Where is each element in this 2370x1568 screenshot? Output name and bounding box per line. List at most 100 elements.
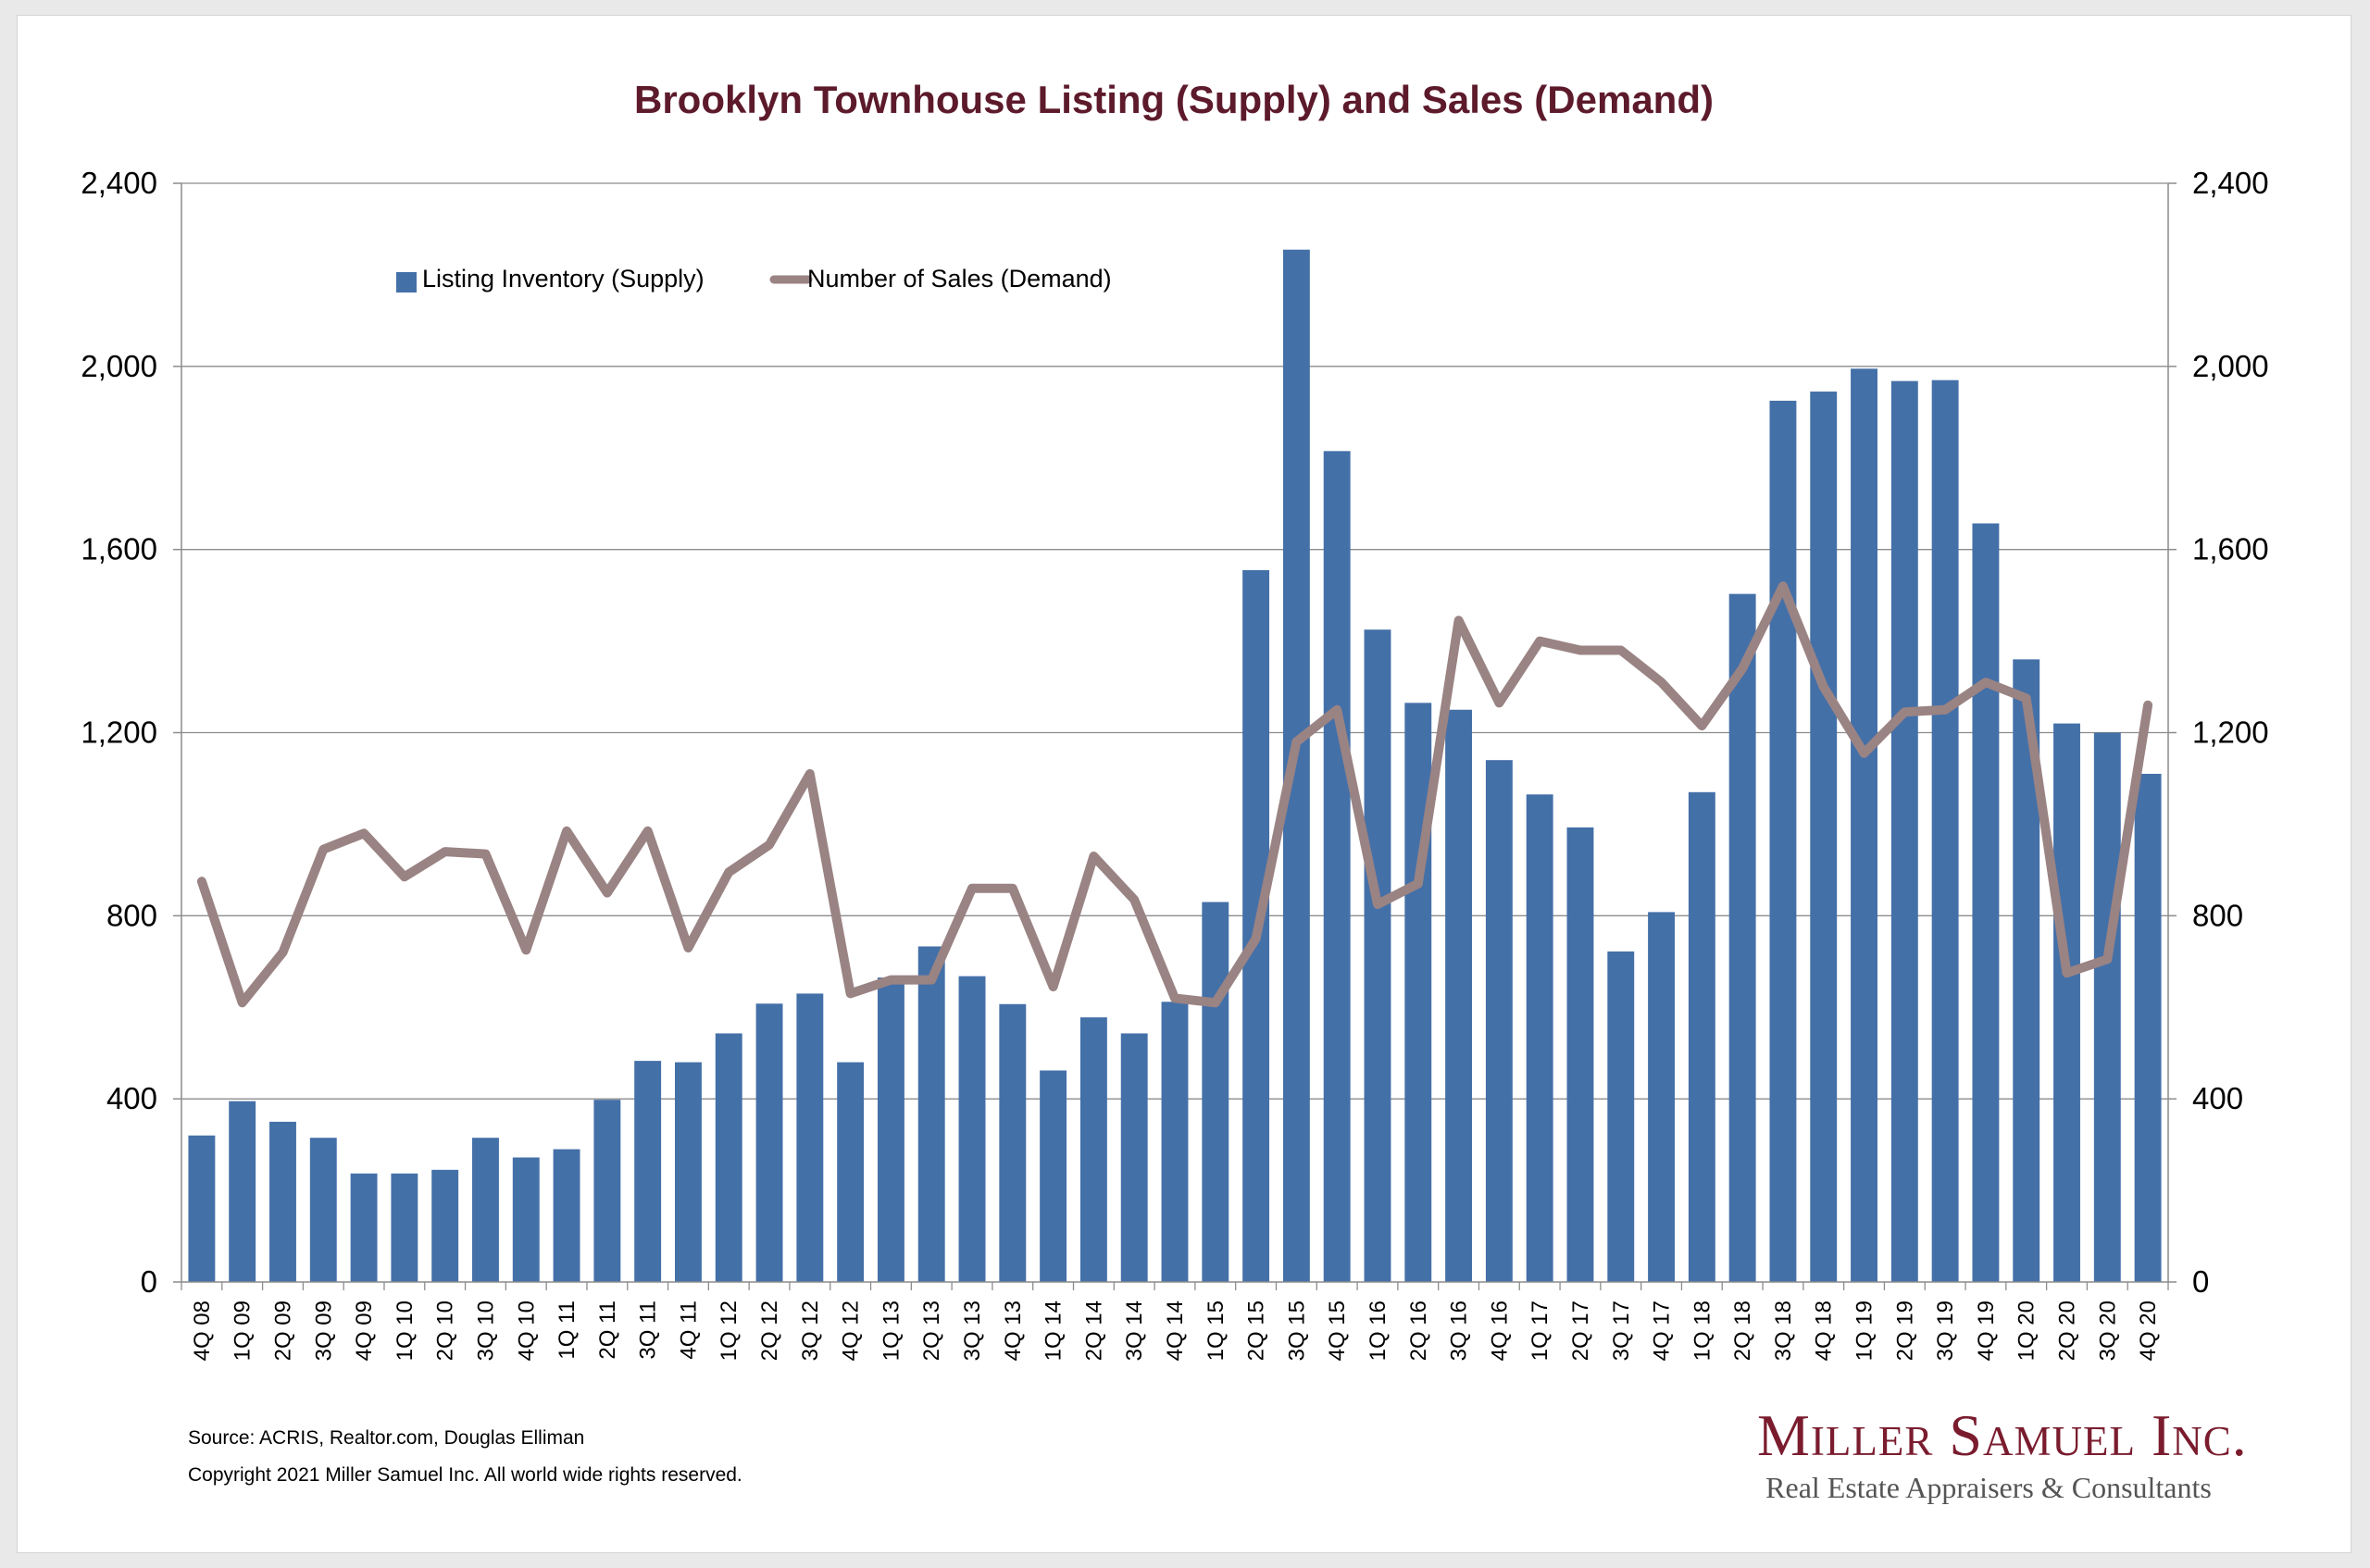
logo-wordmark: Miller Samuel Inc. [1757, 1402, 2248, 1468]
supply-bars [188, 249, 2162, 1283]
bar-2q-14 [1079, 1017, 1107, 1282]
bar-1q-16 [1364, 629, 1391, 1282]
bar-4q-18 [1810, 392, 1838, 1283]
x-tick-label: 1Q 12 [717, 1300, 742, 1361]
copyright-note: Copyright 2021 Miller Samuel Inc. All wo… [188, 1464, 742, 1486]
bar-2q-11 [593, 1100, 621, 1282]
x-tick-label: 2Q 14 [1081, 1300, 1106, 1361]
bar-4q-10 [512, 1157, 540, 1282]
x-tick-label: 1Q 14 [1042, 1300, 1066, 1361]
x-tick-label: 4Q 16 [1487, 1300, 1512, 1361]
logo-tagline: Real Estate Appraisers & Consultants [1765, 1471, 2212, 1504]
bar-1q-15 [1202, 902, 1229, 1282]
bar-4q-08 [188, 1135, 216, 1282]
x-tick-label: 4Q 18 [1812, 1300, 1837, 1361]
x-tick-label: 4Q 13 [1001, 1300, 1026, 1361]
x-tick-label: 2Q 12 [757, 1300, 782, 1361]
bar-4q-11 [674, 1062, 702, 1282]
x-tick-label: 2Q 15 [1244, 1300, 1269, 1361]
x-tick-label: 2Q 09 [270, 1300, 295, 1361]
bar-2q-18 [1728, 593, 1756, 1282]
y-tick-label-left: 800 [106, 898, 157, 932]
x-tick-label: 4Q 08 [190, 1300, 215, 1361]
bar-1q-11 [553, 1149, 580, 1282]
x-tick-label: 2Q 10 [433, 1300, 458, 1361]
bar-3q-16 [1445, 709, 1473, 1282]
bar-3q-12 [796, 993, 824, 1282]
demand-series-line [196, 581, 2153, 1008]
x-tick-label: 3Q 17 [1609, 1300, 1634, 1361]
bar-3q-11 [634, 1061, 662, 1282]
x-tick-label: 4Q 19 [1974, 1300, 1999, 1361]
bar-3q-09 [309, 1138, 337, 1282]
x-tick-label: 4Q 15 [1325, 1300, 1350, 1361]
chart-title: Brooklyn Townhouse Listing (Supply) and … [634, 78, 1714, 121]
x-tick-label: 1Q 17 [1528, 1300, 1553, 1361]
bar-3q-18 [1769, 400, 1797, 1282]
x-tick-label: 4Q 11 [676, 1300, 701, 1360]
x-tick-label: 3Q 13 [960, 1300, 985, 1361]
x-tick-label: 1Q 16 [1366, 1300, 1391, 1361]
x-tick-label: 1Q 18 [1690, 1300, 1715, 1361]
bar-4q-16 [1485, 760, 1513, 1282]
x-tick-label: 3Q 16 [1447, 1300, 1472, 1361]
bar-4q-19 [1972, 523, 2000, 1282]
y-tick-label-left: 1,600 [81, 532, 157, 566]
bar-1q-13 [877, 977, 904, 1282]
bar-3q-20 [2093, 732, 2121, 1282]
x-tick-label: 2Q 13 [919, 1300, 944, 1361]
x-tick-label: 1Q 10 [393, 1300, 418, 1361]
bar-2q-10 [431, 1169, 459, 1282]
bar-4q-14 [1161, 1002, 1189, 1282]
y-axis-right-ticks: 0 400 800 1,200 1,600 2,000 2,400 [2192, 166, 2269, 1299]
y-tick-label-right: 800 [2192, 898, 2243, 932]
bar-4q-12 [837, 1062, 865, 1282]
bar-3q-10 [472, 1138, 499, 1282]
bar-1q-14 [1040, 1070, 1067, 1282]
bar-2q-16 [1404, 703, 1432, 1282]
bar-1q-09 [229, 1101, 256, 1282]
x-tick-label: 3Q 14 [1122, 1300, 1147, 1361]
bar-4q-20 [2134, 774, 2162, 1282]
legend: Listing Inventory (Supply) Number of Sal… [396, 265, 1112, 292]
x-tick-label: 3Q 11 [636, 1300, 661, 1360]
y-tick-label-left: 1,200 [81, 716, 157, 750]
x-tick-label: 4Q 14 [1163, 1300, 1188, 1361]
y-tick-label-right: 2,000 [2192, 349, 2269, 383]
y-tick-label-left: 2,000 [81, 349, 157, 383]
y-tick-label-right: 1,600 [2192, 532, 2269, 566]
bar-2q-09 [269, 1121, 296, 1282]
y-tick-label-left: 400 [106, 1081, 157, 1115]
y-tick-label-right: 1,200 [2192, 716, 2269, 750]
bar-4q-17 [1648, 912, 1676, 1282]
x-tick-label: 1Q 09 [231, 1300, 256, 1361]
bar-3q-19 [1931, 380, 1959, 1282]
bar-2q-13 [917, 946, 945, 1282]
bar-1q-18 [1688, 791, 1715, 1282]
x-tick-label: 3Q 10 [473, 1300, 498, 1361]
x-tick-label: 4Q 09 [352, 1300, 377, 1361]
y-tick-label-right: 0 [2192, 1264, 2209, 1299]
x-tick-label: 4Q 20 [2136, 1300, 2161, 1361]
x-tick-label: 4Q 17 [1650, 1300, 1675, 1361]
bar-2q-19 [1890, 380, 1918, 1282]
bar-1q-10 [391, 1173, 418, 1282]
x-tick-label: 4Q 12 [839, 1300, 864, 1361]
x-tick-label: 1Q 11 [555, 1300, 580, 1360]
x-tick-label: 3Q 09 [311, 1300, 336, 1361]
x-tick-label: 3Q 19 [1933, 1300, 1958, 1361]
x-axis-ticks: 4Q 08 1Q 09 2Q 09 3Q 09 4Q 09 1Q 10 2Q 10 3Q 10… [190, 1300, 2161, 1361]
x-tick-label: 3Q 15 [1284, 1300, 1309, 1361]
bar-1q-17 [1526, 794, 1553, 1282]
y-tick-label-right: 400 [2192, 1081, 2243, 1115]
x-tick-label: 1Q 19 [1852, 1300, 1877, 1361]
bar-2q-17 [1566, 827, 1594, 1282]
y-tick-label-left: 0 [141, 1264, 157, 1299]
axes [173, 182, 2177, 1290]
y-tick-label-right: 2,400 [2192, 166, 2269, 200]
chart-frame [17, 15, 2351, 1553]
bar-4q-09 [350, 1173, 378, 1282]
bar-2q-20 [2053, 723, 2080, 1282]
bar-4q-15 [1323, 451, 1351, 1282]
